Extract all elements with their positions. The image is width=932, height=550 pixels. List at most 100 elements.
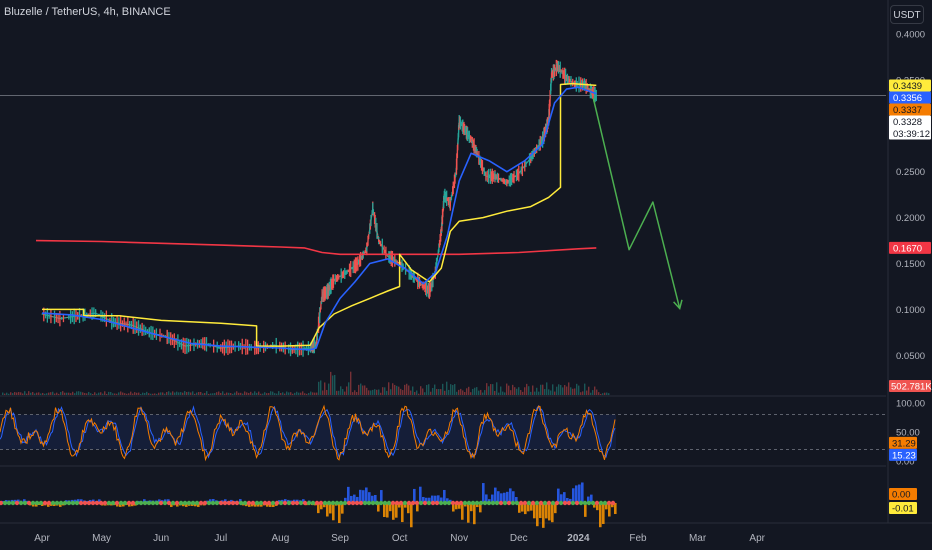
oscillator-bar (383, 503, 386, 517)
volume-bar (550, 390, 552, 395)
oscillator-dot (398, 500, 404, 506)
volume-bar (166, 392, 168, 395)
volume-bar (352, 392, 354, 395)
volume-bar (510, 390, 512, 395)
oscillator-dot (94, 500, 100, 506)
oscillator-dot (230, 500, 236, 506)
oscillator-bar (359, 489, 362, 503)
volume-bar (526, 383, 528, 395)
oscillator-bar (14, 499, 17, 503)
volume-bar (180, 392, 182, 395)
volume-bar (210, 393, 212, 395)
oscillator-bar (209, 499, 212, 503)
volume-bar (360, 383, 362, 395)
volume-bar (36, 392, 38, 395)
volume-bar (104, 391, 106, 395)
volume-bar (140, 393, 142, 395)
oscillator-bar (563, 492, 566, 503)
volume-bar (344, 391, 346, 395)
volume-bar (304, 393, 306, 395)
oscillator-bar (581, 482, 584, 503)
volume-bar (280, 392, 282, 395)
volume-bars (2, 371, 610, 395)
volume-bar (172, 391, 174, 395)
oscillator-dot (314, 500, 320, 506)
volume-bar (182, 392, 184, 395)
oscillator-bar (566, 497, 569, 503)
oscillator-dot (426, 500, 432, 506)
osc-value-label: 0.00 (892, 490, 911, 501)
volume-bar (186, 392, 188, 395)
volume-bar (178, 392, 180, 395)
oscillator-dot (178, 500, 184, 506)
volume-bar (146, 391, 148, 395)
oscillator-dot (350, 500, 356, 506)
volume-bar (382, 387, 384, 395)
oscillator-dot (218, 500, 224, 506)
volume-bar (92, 393, 94, 395)
oscillator-dot (558, 500, 564, 506)
price-label: 0.3328 (893, 117, 922, 128)
volume-bar (2, 392, 4, 395)
volume-bar (192, 391, 194, 395)
volume-bar (490, 384, 492, 395)
volume-bar (596, 389, 598, 395)
oscillator-bar (392, 503, 395, 520)
volume-bar (324, 382, 326, 395)
volume-bar (294, 392, 296, 395)
oscillator-bar (491, 494, 494, 503)
oscillator-dot (278, 500, 284, 506)
oscillator-dot (138, 500, 144, 506)
volume-bar (170, 392, 172, 395)
oscillator-dot (434, 500, 440, 506)
volume-bar (46, 393, 48, 395)
volume-bar (242, 393, 244, 395)
oscillator-dot (310, 500, 316, 506)
symbol-title[interactable]: Bluzelle / TetherUS, 4h, BINANCE (4, 6, 171, 18)
volume-bar (184, 391, 186, 395)
volume-bar (224, 393, 226, 395)
oscillator-dot (242, 500, 248, 506)
volume-bar (240, 392, 242, 395)
volume-bar (164, 393, 166, 395)
volume-bar (70, 393, 72, 395)
oscillator-dot (58, 500, 64, 506)
volume-bar (500, 386, 502, 395)
volume-bar (212, 393, 214, 395)
oscillator-bar (611, 503, 614, 508)
volume-bar (232, 393, 234, 395)
volume-bar (336, 390, 338, 395)
stoch-axis-tick: 50.00 (896, 428, 920, 439)
volume-bar (398, 386, 400, 395)
volume-bar (4, 393, 6, 395)
time-axis-tick: May (92, 533, 111, 544)
price-axis-tick: 0.2500 (896, 167, 925, 178)
volume-bar (448, 389, 450, 395)
time-axis-tick: Feb (629, 533, 647, 544)
price-label: 0.3439 (893, 81, 922, 92)
oscillator-dot (470, 500, 476, 506)
oscillator-bar (560, 494, 563, 503)
oscillator-dot (186, 500, 192, 506)
volume-bar (82, 392, 84, 395)
price-label: 0.3337 (893, 105, 922, 116)
volume-bar (134, 392, 136, 395)
price-label-box (889, 103, 931, 116)
volume-bar (200, 391, 202, 395)
currency-button[interactable]: USDT (890, 5, 924, 24)
volume-bar (474, 387, 476, 395)
forecast-arrowhead (673, 299, 683, 310)
oscillator-bar (539, 503, 542, 519)
oscillator-bar (347, 486, 350, 503)
volume-bar (10, 392, 12, 395)
oscillator-dot (250, 500, 256, 506)
volume-bar (250, 391, 252, 395)
oscillator-dot (322, 500, 328, 506)
oscillator-bar (158, 499, 161, 503)
oscillator-dot (590, 500, 596, 506)
price-axis-tick: 0.4000 (896, 30, 925, 41)
time-axis-tick: Nov (450, 533, 468, 544)
volume-bar (308, 392, 310, 395)
oscillator-dot (370, 500, 376, 506)
